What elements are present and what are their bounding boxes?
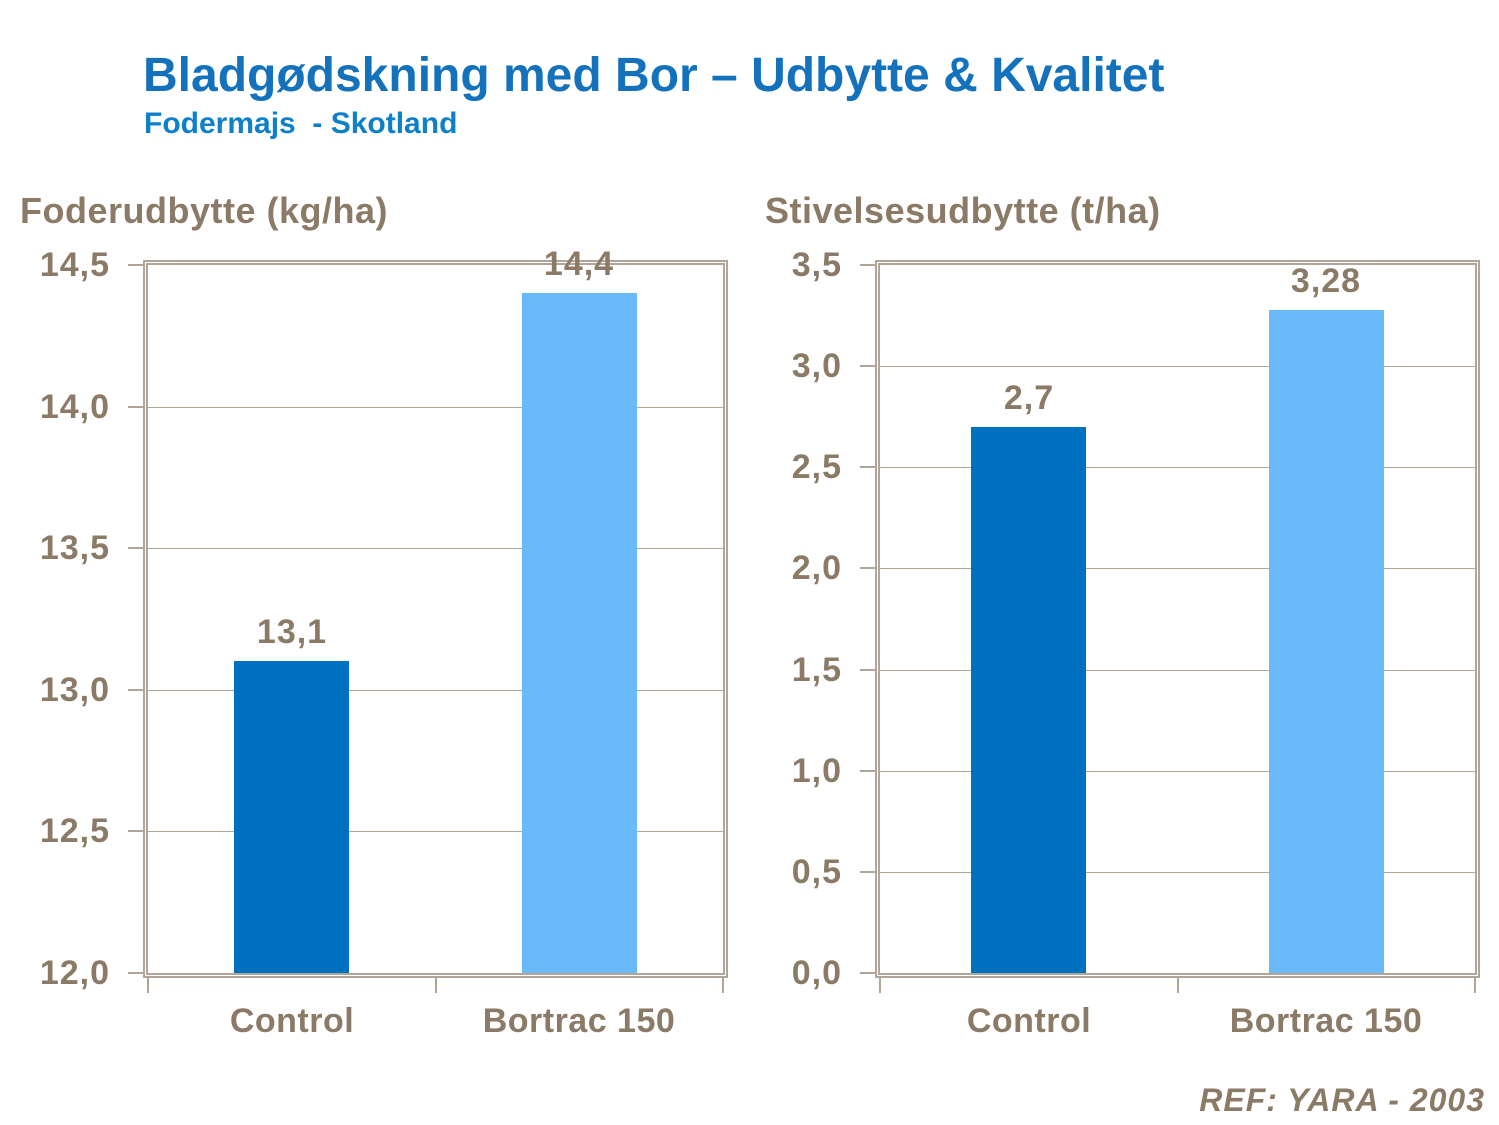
- gridline: [148, 548, 723, 549]
- y-axis-tick: [128, 689, 143, 691]
- gridline: [880, 568, 1475, 569]
- y-axis-tick: [128, 972, 143, 974]
- value-label-bortrac-150: 14,4: [543, 245, 615, 283]
- y-tick-label: 1,0: [791, 752, 842, 790]
- y-tick-label: 1,5: [791, 651, 842, 689]
- y-axis-tick: [860, 669, 875, 671]
- category-label-control: Control: [966, 1002, 1092, 1040]
- y-axis-tick: [128, 264, 143, 266]
- y-tick-label: 3,5: [791, 246, 842, 284]
- y-tick-label: 0,5: [791, 853, 842, 891]
- gridline: [148, 407, 723, 408]
- y-tick-label: 3,0: [791, 347, 842, 385]
- plot-area: [875, 260, 1480, 978]
- y-axis-tick: [860, 871, 875, 873]
- y-axis-tick: [860, 567, 875, 569]
- y-axis-tick: [860, 365, 875, 367]
- y-tick-label: 13,0: [39, 671, 110, 709]
- gridline: [880, 467, 1475, 468]
- y-axis-tick: [128, 830, 143, 832]
- y-axis-tick: [860, 264, 875, 266]
- reference-text: REF: YARA - 2003: [1199, 1082, 1485, 1118]
- slide-title: Bladgødskning med Bor – Udbytte & Kvalit…: [143, 49, 1165, 102]
- x-axis-tick: [147, 978, 149, 993]
- y-axis-tick: [860, 972, 875, 974]
- y-tick-label: 13,5: [39, 529, 110, 567]
- bar-control: [971, 427, 1086, 973]
- y-axis-tick: [128, 406, 143, 408]
- y-tick-label: 0,0: [791, 954, 842, 992]
- y-axis-tick: [860, 466, 875, 468]
- category-label-control: Control: [229, 1002, 355, 1040]
- y-tick-label: 2,0: [791, 549, 842, 587]
- y-axis-tick: [128, 547, 143, 549]
- y-tick-label: 12,0: [39, 954, 110, 992]
- x-axis-tick: [722, 978, 724, 993]
- x-axis-tick: [1177, 978, 1179, 993]
- y-tick-label: 12,5: [39, 812, 110, 850]
- gridline: [148, 831, 723, 832]
- chart-title: Stivelsesudbytte (t/ha): [765, 190, 1161, 231]
- bar-control: [234, 661, 349, 973]
- gridline: [148, 690, 723, 691]
- y-axis-tick: [860, 770, 875, 772]
- x-axis-tick: [435, 978, 437, 993]
- value-label-control: 13,1: [256, 613, 328, 651]
- chart-title: Foderudbytte (kg/ha): [20, 190, 388, 231]
- category-label-bortrac-150: Bortrac 150: [1229, 1002, 1423, 1040]
- x-axis-tick: [1474, 978, 1476, 993]
- gridline: [880, 670, 1475, 671]
- value-label-bortrac-150: 3,28: [1290, 262, 1362, 300]
- bar-bortrac-150: [522, 293, 637, 973]
- value-label-control: 2,7: [1003, 379, 1055, 417]
- gridline: [880, 366, 1475, 367]
- y-tick-label: 14,0: [39, 388, 110, 426]
- category-label-bortrac-150: Bortrac 150: [482, 1002, 676, 1040]
- gridline: [880, 872, 1475, 873]
- bar-bortrac-150: [1269, 310, 1384, 973]
- y-tick-label: 14,5: [39, 246, 110, 284]
- slide-subtitle: Fodermajs - Skotland: [144, 107, 458, 140]
- x-axis-tick: [879, 978, 881, 993]
- y-tick-label: 2,5: [791, 448, 842, 486]
- gridline: [880, 771, 1475, 772]
